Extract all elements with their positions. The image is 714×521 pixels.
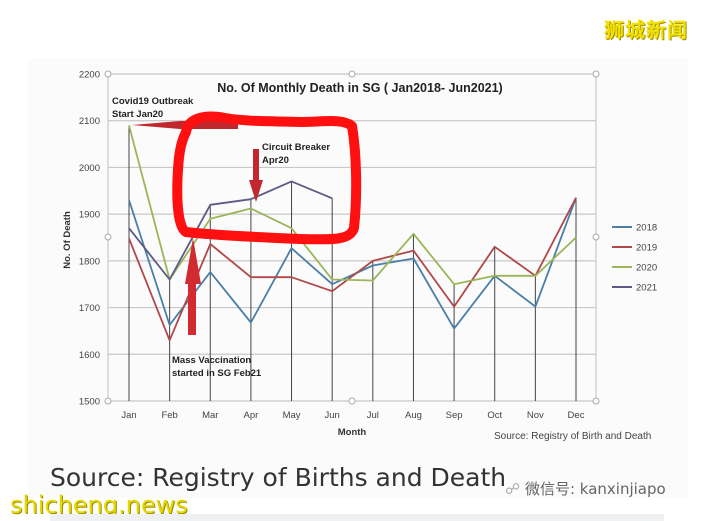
chart-title: No. Of Monthly Death in SG ( Jan2018- Ju…	[217, 81, 502, 95]
svg-text:Oct: Oct	[487, 410, 502, 421]
annotation-vax-line1: Mass Vaccination	[172, 355, 251, 366]
svg-text:2000: 2000	[79, 163, 100, 174]
chart-panel	[28, 58, 688, 498]
svg-text:Jul: Jul	[367, 410, 379, 421]
svg-text:Nov: Nov	[527, 410, 544, 421]
svg-text:May: May	[283, 410, 301, 421]
caption-source: Source: Registry of Births and Death	[50, 463, 507, 492]
highlight-box	[172, 111, 362, 245]
svg-text:2020: 2020	[636, 263, 657, 274]
y-axis-label: No. Of Death	[62, 211, 73, 269]
wechat-icon: ☍	[505, 480, 525, 498]
svg-text:2100: 2100	[79, 116, 100, 127]
svg-text:Mar: Mar	[202, 410, 218, 421]
svg-text:Dec: Dec	[568, 410, 585, 421]
svg-text:1800: 1800	[79, 256, 100, 267]
arrow-up-icon	[185, 238, 201, 335]
svg-text:2019: 2019	[636, 243, 657, 254]
svg-text:2200: 2200	[79, 70, 100, 81]
wechat-watermark: ☍ 微信号: kanxinjiapo	[505, 480, 666, 498]
svg-text:1900: 1900	[79, 210, 100, 221]
svg-text:2021: 2021	[636, 283, 657, 294]
svg-text:Aug: Aug	[405, 410, 422, 421]
svg-text:Sep: Sep	[446, 410, 463, 421]
svg-text:2018: 2018	[636, 223, 657, 234]
month-droplines	[128, 125, 577, 401]
x-axis-label: Month	[338, 427, 367, 438]
chart-source-note: Source: Registry of Birth and Death	[494, 431, 651, 442]
svg-text:1700: 1700	[79, 303, 100, 314]
annotation-covid-line1: Covid19 Outbreak	[112, 96, 194, 107]
svg-text:Jun: Jun	[325, 410, 340, 421]
arrow-down-icon	[249, 149, 263, 202]
y-axis-ticks: 1500 1600 1700 1800 1900 2000 2100 2200	[79, 70, 100, 408]
svg-text:1600: 1600	[79, 350, 100, 361]
svg-text:Feb: Feb	[161, 410, 177, 421]
line-chart: 1500 1600 1700 1800 1900 2000 2100 2200 Jan Feb M…	[62, 70, 657, 443]
brand-logo-cn: 狮城新闻	[604, 18, 688, 42]
chart-legend: 2018 2019 2020 2021	[612, 223, 657, 294]
annotation-covid-line2: Start Jan20	[112, 109, 163, 120]
bottom-bar	[50, 514, 664, 521]
svg-text:1500: 1500	[79, 397, 100, 408]
annotation-cb-line2: Apr20	[262, 155, 289, 166]
annotation-cb-line1: Circuit Breaker	[262, 142, 330, 153]
svg-text:Apr: Apr	[244, 410, 259, 421]
x-axis-ticks: Jan Feb Mar Apr May Jun Jul Aug Sep Oct Nov Dec	[121, 410, 584, 421]
svg-text:Jan: Jan	[121, 410, 136, 421]
annotation-vax-line2: started in SG Feb21	[172, 368, 262, 379]
